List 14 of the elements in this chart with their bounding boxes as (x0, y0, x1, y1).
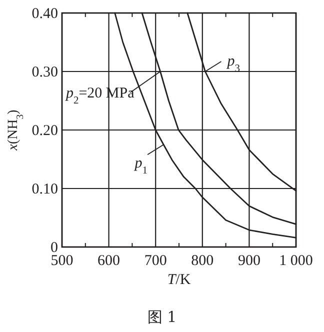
x-tick-label: 500 (50, 253, 74, 269)
x-tick-label: 700 (144, 253, 167, 269)
x-axis-title: T/K (167, 272, 191, 288)
x-tick-label: 600 (98, 253, 120, 269)
x-tick-label: 800 (191, 253, 214, 269)
y-tick-label: 0 (50, 240, 58, 256)
y-tick-label: 0.30 (32, 64, 58, 80)
x-tick-label: 900 (238, 253, 260, 269)
x-tick-label: 1 000 (279, 253, 313, 269)
caption: 图 1 (147, 308, 177, 326)
y-tick-label: 0.40 (32, 6, 58, 22)
y-tick-label: 0.10 (32, 182, 58, 198)
series-label: p$_{1}$ (134, 156, 148, 176)
y-tick-label: 0.20 (32, 123, 58, 139)
